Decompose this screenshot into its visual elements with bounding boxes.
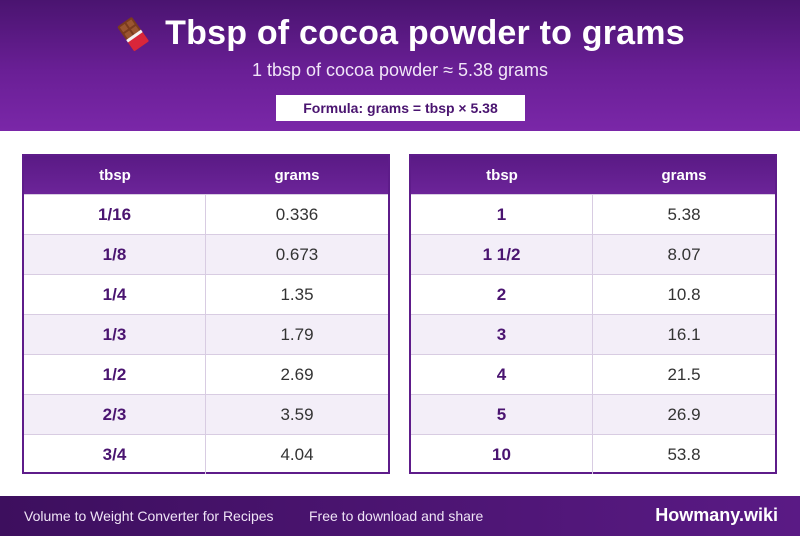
table-row: 1/3 1.79	[24, 314, 388, 354]
tbsp-cell: 1	[411, 195, 593, 234]
header-banner: Tbsp of cocoa powder to grams 1 tbsp of …	[0, 0, 800, 131]
tbsp-cell: 3/4	[24, 435, 206, 474]
table-row: 1/16 0.336	[24, 194, 388, 234]
grams-cell: 10.8	[667, 284, 701, 304]
table-header: tbsp grams	[24, 156, 388, 194]
column-header-grams: grams	[274, 166, 320, 184]
grams-cell: 21.5	[667, 364, 701, 384]
page-title: Tbsp of cocoa powder to grams	[165, 14, 685, 52]
grams-cell: 0.336	[275, 204, 319, 224]
table-row: 1 1/2 8.07	[411, 234, 775, 274]
table-row: 2 10.8	[411, 274, 775, 314]
tbsp-cell: 1/2	[24, 355, 206, 394]
footer-bar: Volume to Weight Converter for Recipes F…	[0, 496, 800, 536]
table-header: tbsp grams	[411, 156, 775, 194]
tbsp-cell: 10	[411, 435, 593, 474]
tbsp-cell: 1 1/2	[411, 235, 593, 274]
chocolate-bar-icon	[115, 16, 151, 52]
table-row: 1/2 2.69	[24, 354, 388, 394]
grams-cell: 1.35	[280, 284, 314, 304]
tbsp-cell: 2/3	[24, 395, 206, 434]
tbsp-cell: 3	[411, 315, 593, 354]
tbsp-cell: 4	[411, 355, 593, 394]
grams-cell: 53.8	[667, 444, 701, 464]
table-row: 1/4 1.35	[24, 274, 388, 314]
tbsp-cell: 1/3	[24, 315, 206, 354]
formula-badge: Formula: grams = tbsp × 5.38	[276, 95, 525, 121]
table-row: 5 26.9	[411, 394, 775, 434]
tbsp-cell: 1/8	[24, 235, 206, 274]
table-row: 2/3 3.59	[24, 394, 388, 434]
column-header-tbsp: tbsp	[99, 166, 131, 184]
table-row: 4 21.5	[411, 354, 775, 394]
column-header-grams: grams	[661, 166, 707, 184]
grams-cell: 0.673	[275, 244, 319, 264]
table-row: 10 53.8	[411, 434, 775, 474]
tbsp-cell: 2	[411, 275, 593, 314]
tbsp-cell: 5	[411, 395, 593, 434]
table-row: 1 5.38	[411, 194, 775, 234]
title-row: Tbsp of cocoa powder to grams	[0, 14, 800, 53]
brand-logo-text[interactable]: Howmany.wiki	[655, 505, 778, 525]
grams-cell: 16.1	[667, 324, 701, 344]
table-row: 3/4 4.04	[24, 434, 388, 474]
grams-cell: 4.04	[280, 444, 314, 464]
table-row: 1/8 0.673	[24, 234, 388, 274]
table-row: 3 16.1	[411, 314, 775, 354]
grams-cell: 3.59	[280, 404, 314, 424]
grams-cell: 1.79	[280, 324, 314, 344]
tbsp-cell: 1/16	[24, 195, 206, 234]
footer-share-text: Free to download and share	[309, 508, 484, 524]
column-header-tbsp: tbsp	[486, 166, 518, 184]
page-subtitle: 1 tbsp of cocoa powder ≈ 5.38 grams	[251, 60, 549, 80]
footer-converter-text: Volume to Weight Converter for Recipes	[24, 508, 274, 524]
conversion-table-right: tbsp grams 1 5.38 1 1/2 8.07 2 10.8 3 16.1 4…	[409, 154, 777, 474]
grams-cell: 8.07	[667, 244, 701, 264]
conversion-table-left: tbsp grams 1/16 0.336 1/8 0.673 1/4 1.35 1/…	[22, 154, 390, 474]
grams-cell: 26.9	[667, 404, 701, 424]
grams-cell: 2.69	[280, 364, 314, 384]
tbsp-cell: 1/4	[24, 275, 206, 314]
grams-cell: 5.38	[667, 204, 701, 224]
